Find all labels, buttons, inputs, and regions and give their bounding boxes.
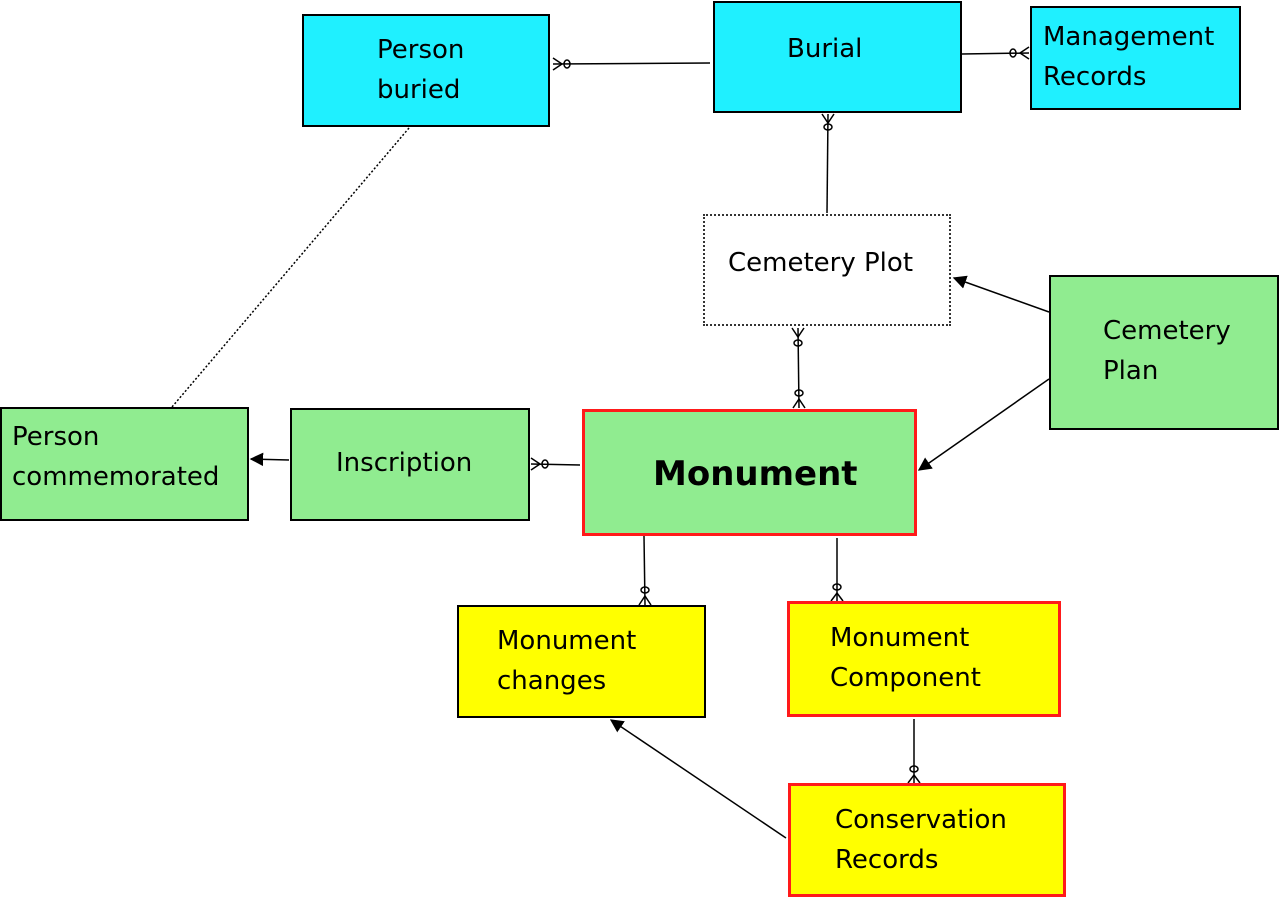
node-monument-component[interactable]: Monument Component — [787, 601, 1061, 717]
link-burial-management-records — [961, 46, 1030, 60]
node-burial-label: Burial — [787, 34, 863, 64]
link-component-conservation — [907, 719, 921, 784]
link-plot-monument — [791, 327, 806, 409]
node-cemetery-plan[interactable]: Cemetery Plan — [1049, 275, 1279, 430]
node-person-commemorated-label: Person commemorated — [12, 422, 220, 492]
node-monument-changes-label: Monument changes — [497, 626, 637, 696]
node-monument-changes[interactable]: Monument changes — [457, 605, 706, 718]
link-plan-monument — [917, 378, 1050, 471]
node-inscription-label: Inscription — [336, 448, 473, 478]
link-inscription-person-commemorated — [249, 452, 290, 467]
node-person-buried-label: Person buried — [377, 35, 465, 105]
node-management-records-label: Management Records — [1043, 22, 1215, 92]
node-inscription[interactable]: Inscription — [290, 408, 530, 521]
node-cemetery-plot[interactable]: Cemetery Plot — [703, 214, 951, 326]
node-cemetery-plot-label: Cemetery Plot — [728, 248, 914, 278]
link-plot-burial — [821, 113, 835, 214]
link-person-buried-person-commemorated — [171, 127, 410, 408]
link-monument-changes — [638, 535, 652, 606]
link-conservation-changes — [609, 719, 787, 839]
link-monument-inscription — [530, 457, 581, 471]
node-monument-component-label: Monument Component — [830, 623, 981, 693]
node-cemetery-plan-label: Cemetery Plan — [1103, 316, 1231, 386]
node-person-buried[interactable]: Person buried — [302, 14, 550, 127]
node-monument-label: Monument — [653, 454, 858, 494]
node-person-commemorated[interactable]: Person commemorated — [0, 407, 249, 521]
node-conservation-records[interactable]: Conservation Records — [788, 783, 1066, 897]
link-plan-plot — [952, 275, 1050, 313]
link-burial-person-buried — [552, 57, 711, 71]
node-monument[interactable]: Monument — [582, 409, 917, 536]
link-monument-component — [830, 538, 844, 602]
node-conservation-records-label: Conservation Records — [835, 805, 1007, 875]
node-burial[interactable]: Burial — [713, 1, 962, 113]
node-management-records[interactable]: Management Records — [1030, 6, 1241, 110]
